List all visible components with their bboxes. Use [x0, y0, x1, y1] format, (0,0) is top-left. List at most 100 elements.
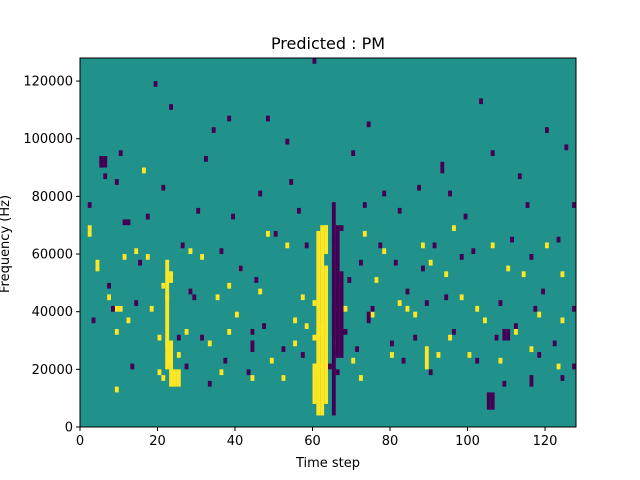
heatmap-cell-low — [572, 363, 576, 370]
heatmap-cell-low — [285, 138, 290, 145]
heatmap-cell-low — [219, 248, 224, 255]
heatmap-cell-high — [467, 352, 472, 358]
heatmap-cell-high — [188, 248, 193, 255]
heatmap-cell-low — [432, 242, 437, 249]
heatmap-cell-high — [436, 352, 441, 358]
heatmap-run-low — [335, 225, 340, 358]
heatmap-cell-high — [390, 352, 394, 358]
heatmap-cell-low — [405, 288, 410, 295]
heatmap-cell-low — [490, 150, 495, 157]
heatmap-cell-low — [300, 352, 305, 358]
x-tick-label: 20 — [149, 434, 166, 449]
heatmap-cells — [80, 58, 576, 427]
heatmap-cell-high — [114, 305, 119, 312]
heatmap-run-high — [312, 363, 317, 404]
heatmap-cell-low — [207, 380, 212, 387]
heatmap-cell-high — [134, 248, 139, 255]
heatmap-cell-low — [227, 115, 232, 122]
heatmap-cell-high — [444, 271, 449, 278]
heatmap-cell-high — [145, 254, 150, 260]
heatmap-cell-low — [471, 248, 476, 255]
heatmap-cell-high — [359, 375, 363, 381]
heatmap-run-low — [490, 392, 495, 410]
heatmap-cell-high — [370, 311, 375, 318]
heatmap-cell-high — [312, 300, 317, 306]
heatmap-cell-high — [506, 265, 511, 272]
heatmap-cell-low — [153, 81, 158, 87]
heatmap-cell-low — [180, 242, 185, 249]
heatmap-cell-high — [227, 282, 232, 289]
heatmap-cell-low — [258, 190, 263, 197]
y-tick-label: 120000 — [23, 75, 73, 90]
heatmap-cell-high — [413, 311, 418, 318]
heatmap-cell-high — [428, 259, 433, 266]
heatmap-cell-low — [231, 213, 235, 220]
heatmap-cell-high — [142, 167, 146, 174]
heatmap-cell-low — [328, 363, 332, 370]
heatmap-cell-low — [459, 254, 464, 260]
heatmap-cell-high — [537, 311, 542, 318]
heatmap-cell-low — [397, 207, 402, 214]
heatmap-cell-high — [374, 277, 379, 283]
heatmap-cell-high — [161, 282, 166, 289]
heatmap-run-low — [250, 340, 255, 353]
heatmap-run-high — [324, 265, 328, 404]
heatmap-cell-low — [347, 277, 352, 283]
heatmap-cell-low — [103, 173, 108, 180]
heatmap-cell-low — [560, 375, 565, 381]
heatmap-cell-low — [188, 288, 193, 295]
heatmap-cell-low — [339, 225, 344, 231]
heatmap-run-high — [316, 230, 321, 416]
heatmap-cell-low — [281, 346, 286, 353]
heatmap-cell-low — [246, 369, 251, 376]
heatmap-cell-high — [215, 294, 220, 301]
heatmap-cell-low — [176, 334, 181, 341]
heatmap-cell-low — [463, 213, 468, 220]
heatmap-cell-high — [266, 230, 270, 237]
heatmap-cell-high — [157, 334, 162, 341]
heatmap-cell-low — [541, 288, 545, 295]
heatmap-cell-low — [130, 363, 135, 370]
heatmap-cell-high — [87, 225, 92, 231]
heatmap-cell-low — [448, 190, 452, 197]
heatmap-run-high — [173, 369, 177, 387]
heatmap-cell-low — [413, 334, 418, 341]
heatmap-cell-high — [95, 259, 100, 266]
heatmap-cell-low — [238, 265, 243, 272]
heatmap-cell-high — [304, 323, 309, 329]
heatmap-cell-high — [529, 346, 534, 353]
x-tick-label: 100 — [455, 434, 480, 449]
y-tick-label: 80000 — [32, 190, 73, 205]
heatmap-cell-low — [533, 305, 538, 312]
heatmap-cell-low — [289, 179, 294, 185]
heatmap-cell-low — [498, 300, 503, 306]
heatmap-cell-low — [359, 259, 363, 266]
heatmap-cell-low — [266, 115, 270, 122]
heatmap-cell-low — [118, 150, 123, 157]
y-tick-label: 100000 — [23, 132, 73, 147]
heatmap-cell-high — [351, 357, 356, 364]
heatmap-run-high — [424, 346, 429, 370]
heatmap-run-high — [165, 265, 170, 370]
heatmap-cell-high — [382, 248, 387, 255]
heatmap-cell-low — [126, 219, 131, 226]
heatmap-cell-high — [312, 334, 317, 341]
y-axis-ticks: 0 20000 40000 60000 80000 100000 120000 — [23, 75, 80, 436]
x-axis-ticks: 0 20 40 60 80 100 120 — [76, 427, 557, 449]
heatmap-cell-low — [417, 184, 421, 191]
heatmap-cell-high — [165, 259, 170, 266]
heatmap-cell-low — [444, 294, 449, 301]
heatmap-cell-high — [107, 294, 111, 301]
heatmap-cell-low — [169, 104, 173, 110]
heatmap-cell-high — [281, 375, 286, 381]
heatmap-cell-low — [122, 219, 127, 226]
heatmap-cell-high — [219, 369, 224, 376]
heatmap-cell-high — [258, 288, 263, 295]
heatmap-cell-low — [517, 173, 522, 180]
heatmap-cell-low — [204, 156, 208, 162]
heatmap-cell-low — [572, 202, 576, 208]
heatmap-cell-low — [355, 346, 359, 353]
heatmap-cell-low — [250, 328, 255, 335]
y-tick-label: 0 — [65, 421, 73, 436]
heatmap-cell-low — [452, 328, 456, 335]
